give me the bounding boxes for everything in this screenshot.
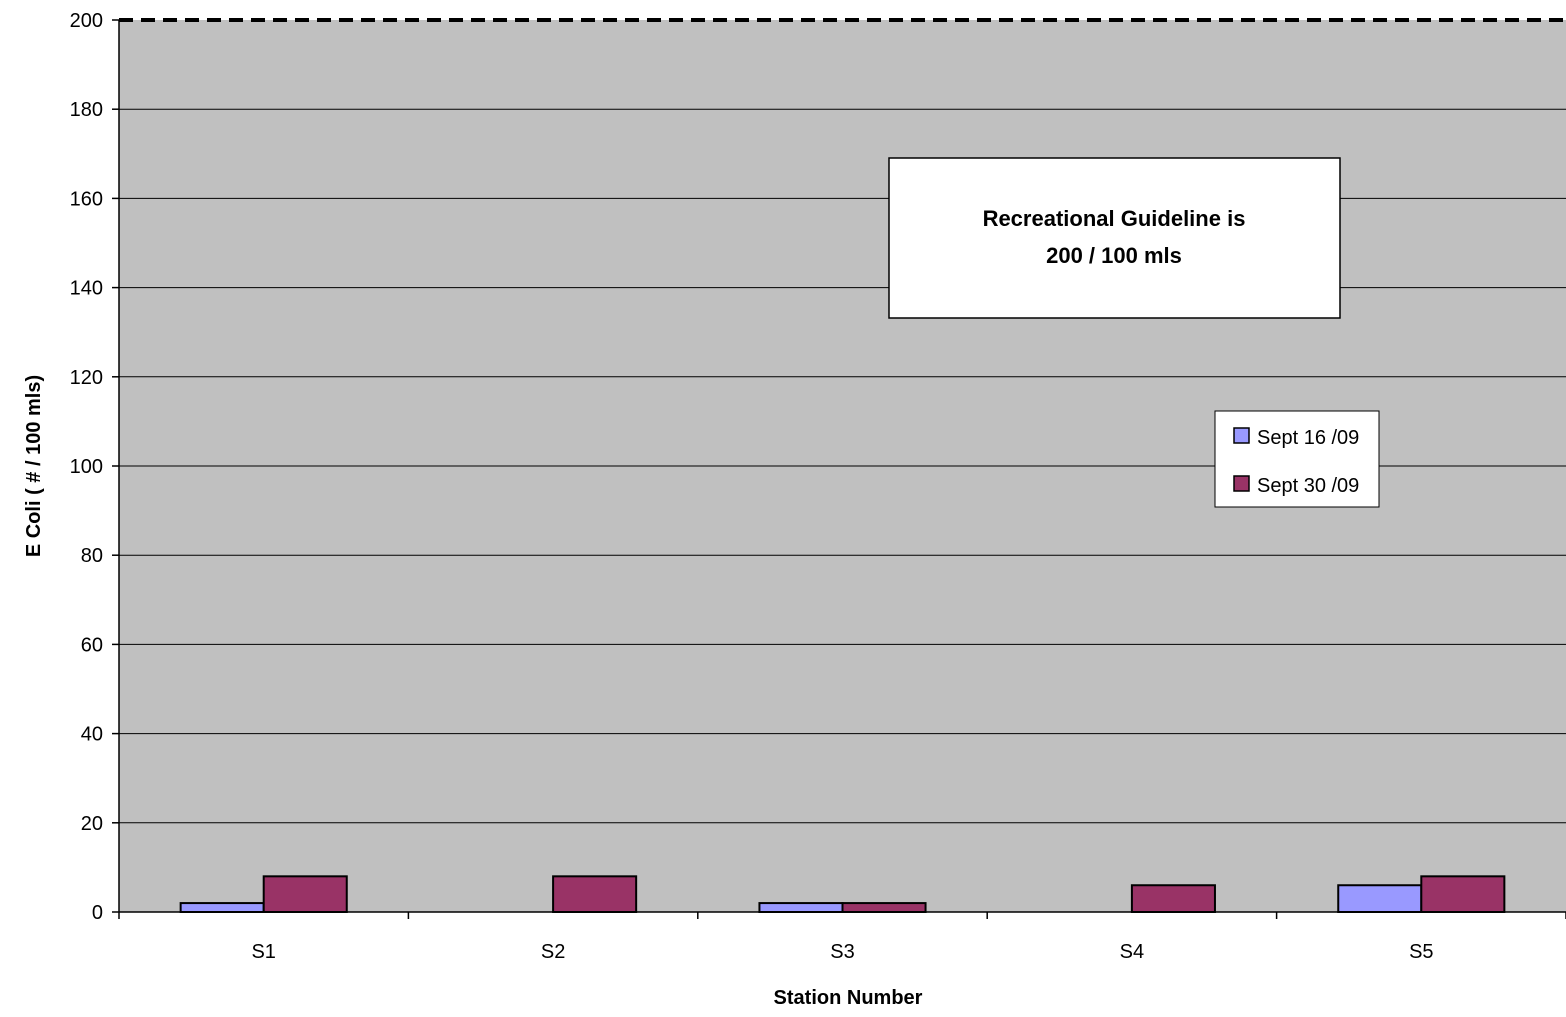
x-axis-title: Station Number bbox=[774, 987, 923, 1009]
bar-s2-series-2 bbox=[552, 875, 638, 914]
guideline-annotation: Recreational Guideline is 200 / 100 mls bbox=[888, 157, 1341, 319]
x-tick-label-s4: S4 bbox=[1120, 941, 1144, 963]
bar-s1-series-1 bbox=[179, 902, 265, 914]
y-tick-label-100: 100 bbox=[70, 456, 103, 478]
bar-s1-series-2 bbox=[262, 875, 348, 914]
y-tick-label-20: 20 bbox=[81, 813, 103, 835]
bar-s5-series-1 bbox=[1337, 884, 1423, 913]
y-tick-label-0: 0 bbox=[92, 902, 103, 924]
y-tick-label-80: 80 bbox=[81, 545, 103, 567]
y-axis-title: E Coli ( # / 100 mls) bbox=[23, 375, 45, 557]
annotation-line-2: 200 / 100 mls bbox=[1046, 243, 1182, 268]
bars-group bbox=[179, 875, 1506, 914]
legend-swatch-sept-16 bbox=[1233, 427, 1250, 444]
y-tick-label-40: 40 bbox=[81, 724, 103, 746]
y-tick-label-120: 120 bbox=[70, 367, 103, 389]
x-axis-ticks: S1 S2 S3 S4 S5 bbox=[118, 912, 1566, 963]
y-tick-label-60: 60 bbox=[81, 634, 103, 656]
x-tick-label-s5: S5 bbox=[1409, 941, 1433, 963]
x-tick-label-s1: S1 bbox=[251, 941, 275, 963]
y-axis-ticks: 0 20 40 60 80 100 120 140 160 180 200 bbox=[70, 10, 119, 924]
bar-s5-series-2 bbox=[1420, 875, 1506, 914]
y-tick-label-160: 160 bbox=[70, 188, 103, 210]
bar-s4-series-2 bbox=[1130, 884, 1216, 913]
x-tick-label-s3: S3 bbox=[830, 941, 854, 963]
annotation-box bbox=[888, 157, 1341, 319]
y-tick-label-140: 140 bbox=[70, 278, 103, 300]
y-tick-label-180: 180 bbox=[70, 99, 103, 121]
legend: Sept 16 /09 Sept 30 /09 bbox=[1214, 410, 1380, 508]
annotation-line-1: Recreational Guideline is bbox=[983, 206, 1246, 231]
bar-s3-series-2 bbox=[841, 902, 927, 914]
x-tick-label-s2: S2 bbox=[541, 941, 565, 963]
legend-label-sept-30: Sept 30 /09 bbox=[1257, 475, 1359, 497]
legend-label-sept-16: Sept 16 /09 bbox=[1257, 427, 1359, 449]
bar-s3-series-1 bbox=[758, 902, 844, 914]
legend-swatch-sept-30 bbox=[1233, 475, 1250, 492]
y-tick-label-200: 200 bbox=[70, 10, 103, 32]
